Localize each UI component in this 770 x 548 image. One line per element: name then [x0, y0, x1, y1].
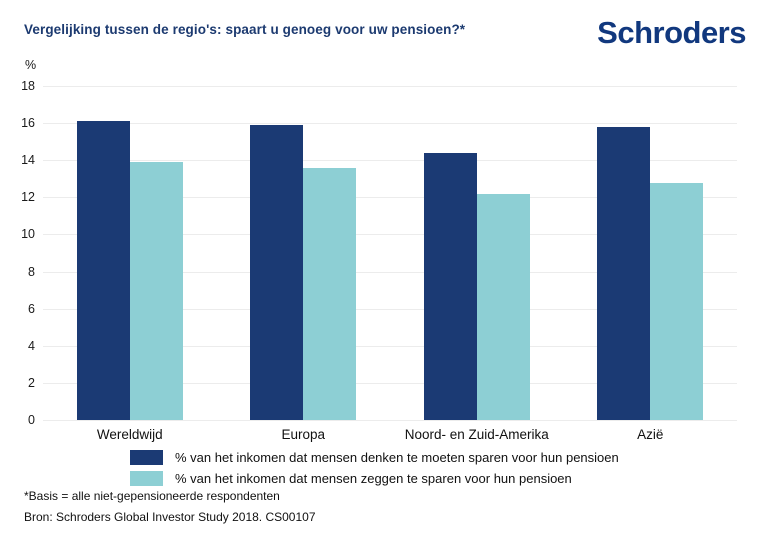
x-axis-category-label: Wereldwijd	[96, 427, 163, 442]
footnote-source: Bron: Schroders Global Investor Study 20…	[24, 510, 316, 524]
x-axis-category-label: Noord- en Zuid-Amerika	[404, 427, 549, 442]
gridline	[43, 160, 737, 162]
y-axis-tick-label: 2	[28, 375, 35, 390]
bar-actual-3	[476, 193, 530, 420]
legend-item-actual: % van het inkomen dat mensen zeggen te s…	[130, 471, 619, 486]
y-axis-tick-label: 18	[21, 79, 35, 93]
y-axis-tick-label: 0	[28, 413, 35, 427]
footnote-basis: *Basis = alle niet-gepensioneerde respon…	[24, 489, 280, 503]
bar-expected-3	[423, 152, 477, 420]
plot-area	[43, 86, 737, 421]
gridline	[43, 308, 737, 310]
legend-item-expected: % van het inkomen dat mensen denken te m…	[130, 450, 619, 465]
y-axis-tick-label: 8	[28, 264, 35, 279]
legend-swatch-navy	[130, 450, 163, 465]
bar-expected-4	[597, 126, 651, 420]
bar-actual-2	[303, 167, 357, 420]
page-title: Vergelijking tussen de regio's: spaart u…	[24, 22, 466, 37]
gridline	[43, 420, 737, 421]
x-axis: Wereldwijd Europa Noord- en Zuid-Amerika Az…	[43, 427, 737, 445]
y-axis-tick-label: 12	[21, 190, 35, 205]
y-axis-tick-label: 6	[28, 301, 35, 316]
gridline	[43, 197, 737, 199]
y-axis: 0 2 4 6 8 10 12 14 16 18	[0, 79, 35, 427]
legend: % van het inkomen dat mensen denken te m…	[130, 450, 619, 492]
bar-actual-4	[650, 182, 704, 420]
gridline	[43, 271, 737, 273]
legend-label: % van het inkomen dat mensen denken te m…	[175, 450, 619, 465]
gridline	[43, 123, 737, 125]
gridline	[43, 345, 737, 347]
x-axis-category-label: Europa	[281, 427, 326, 442]
legend-label: % van het inkomen dat mensen zeggen te s…	[175, 471, 572, 486]
gridline	[43, 234, 737, 236]
y-axis-tick-label: 10	[21, 227, 35, 242]
y-axis-tick-label: 14	[21, 153, 35, 168]
x-axis-category-label: Azië	[637, 427, 664, 442]
schroders-logo: Schroders	[597, 15, 746, 50]
bar-actual-1	[129, 162, 183, 420]
gridline	[43, 382, 737, 384]
gridline	[43, 86, 737, 87]
bar-expected-1	[76, 121, 130, 420]
bar-expected-2	[250, 124, 304, 420]
legend-swatch-teal	[130, 471, 163, 486]
y-axis-tick-label: 16	[21, 116, 35, 131]
y-axis-unit-label: %	[25, 58, 37, 72]
y-axis-tick-label: 4	[28, 338, 35, 353]
